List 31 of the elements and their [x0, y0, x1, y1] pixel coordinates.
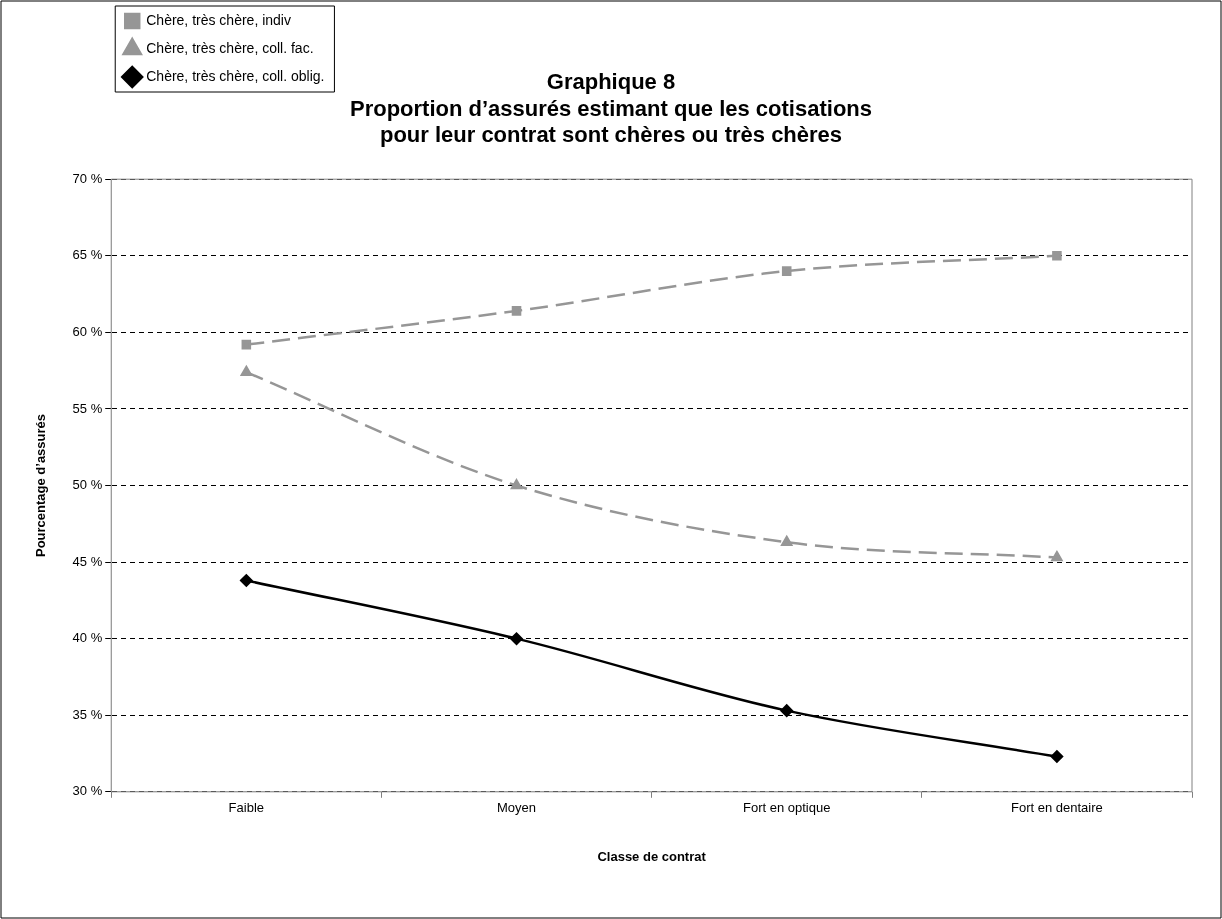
- point: [240, 365, 252, 376]
- y-tick-label: 60 %: [72, 323, 103, 339]
- legend-label: Chère, très chère, coll. oblig.: [146, 67, 325, 84]
- y-tick-label: 65 %: [72, 247, 103, 263]
- y-tick-label: 35 %: [72, 706, 103, 722]
- y-tick-label: 50 %: [72, 477, 103, 493]
- x-tick-label: Fort en dentaire: [1011, 800, 1103, 816]
- y-tick-label: 70 %: [72, 170, 103, 186]
- x-tick-label: Faible: [228, 800, 265, 816]
- y-tick-label: 55 %: [72, 400, 103, 416]
- chart-title: Graphique 8 Proportion d’assurés estimant que les cotisations pour leur contrat sont chères ou très chères: [349, 69, 873, 148]
- y-tick-label: 30 %: [72, 783, 103, 799]
- legend-label: Chère, très chère, indiv: [146, 11, 291, 28]
- point: [240, 574, 253, 587]
- point: [241, 339, 252, 350]
- y-tick-label: 45 %: [72, 553, 103, 569]
- point: [510, 632, 523, 645]
- y-tick-label: 40 %: [72, 630, 103, 646]
- point: [1052, 250, 1062, 261]
- point: [780, 704, 793, 717]
- y-axis-title: Pourcentage d’assurés: [33, 413, 49, 558]
- x-axis-title: Classe de contrat: [597, 848, 707, 864]
- point: [510, 479, 523, 490]
- legend-label: Chère, très chère, coll. fac.: [146, 39, 314, 56]
- x-tick-label: Moyen: [497, 800, 537, 816]
- point: [511, 306, 522, 316]
- point: [1050, 750, 1064, 763]
- point: [1051, 551, 1063, 562]
- point: [781, 266, 792, 276]
- point: [781, 535, 793, 546]
- x-tick-label: Fort en optique: [742, 800, 831, 816]
